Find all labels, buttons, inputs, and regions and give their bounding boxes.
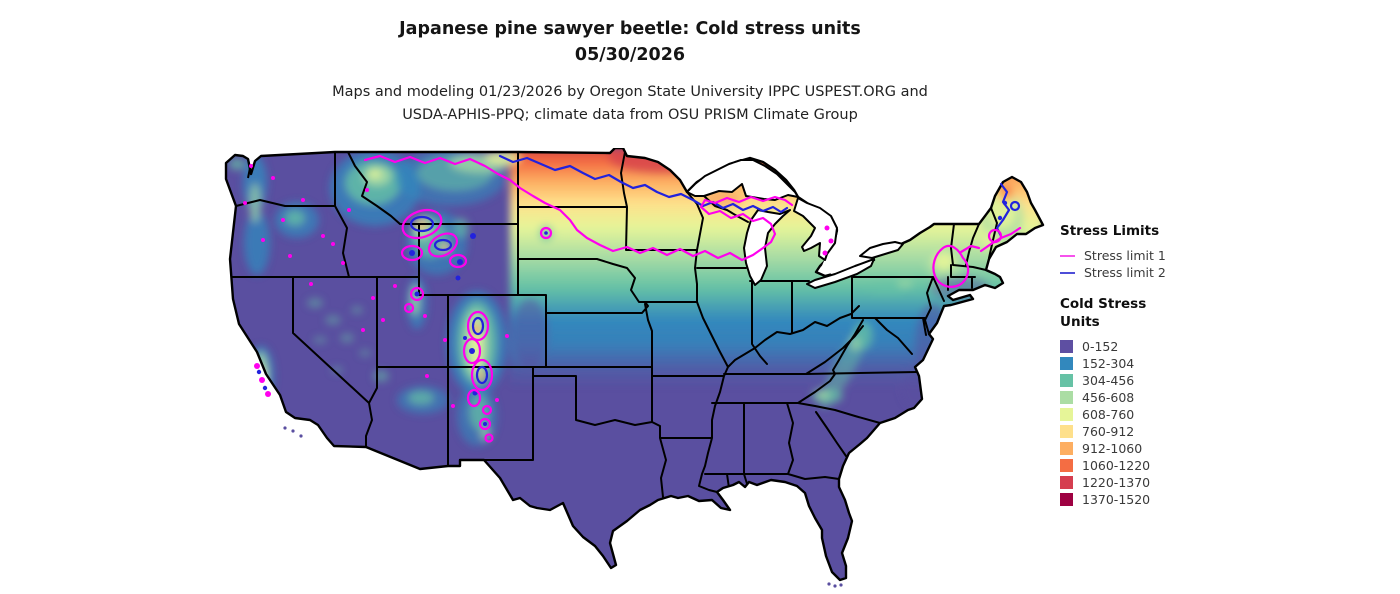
cold-stress-units-heading-line-2: Units [1060, 314, 1100, 330]
stress-limit-2-label: Stress limit 2 [1084, 265, 1166, 280]
legend: Stress Limits Stress limit 1 Stress limi… [1060, 222, 1240, 508]
islands [283, 426, 843, 588]
class-label-0: 0-152 [1082, 339, 1119, 354]
legend-class-row: 456-608 [1060, 389, 1240, 406]
class-label-2: 304-456 [1082, 373, 1135, 388]
canada-mask [821, 203, 887, 276]
stress-limits-rows: Stress limit 1 Stress limit 2 [1060, 247, 1240, 281]
class-label-9: 1370-1520 [1082, 492, 1151, 507]
legend-class-row: 760-912 [1060, 423, 1240, 440]
cold-stress-units-heading-line-1: Cold Stress [1060, 296, 1147, 312]
page-title: Japanese pine sawyer beetle: Cold stress… [215, 16, 1045, 68]
legend-class-row: 304-456 [1060, 372, 1240, 389]
legend-item-stress-limit-2: Stress limit 2 [1060, 264, 1240, 281]
class-swatch-1 [1060, 357, 1073, 370]
class-label-6: 912-1060 [1082, 441, 1143, 456]
class-label-4: 608-760 [1082, 407, 1135, 422]
stress-limit-1-contours [363, 154, 1022, 443]
class-label-7: 1060-1220 [1082, 458, 1151, 473]
class-label-3: 456-608 [1082, 390, 1135, 405]
stress-limit-1-label: Stress limit 1 [1084, 248, 1166, 263]
puget-sound [247, 158, 252, 179]
cold-stress-units-heading: Cold Stress Units [1060, 295, 1152, 331]
subtitle-line-2: USDA-APHIS-PPQ; climate data from OSU PR… [402, 107, 858, 123]
cold-stress-units-rows: 0-152 152-304 304-456 456-608 608-760 76… [1060, 338, 1240, 508]
stress-limit-1-line-swatch [1060, 254, 1075, 257]
stress-limit-1-dots [243, 164, 834, 408]
class-label-8: 1220-1370 [1082, 475, 1151, 490]
subtitle-line-1: Maps and modeling 01/23/2026 by Oregon S… [332, 84, 928, 100]
legend-class-row: 0-152 [1060, 338, 1240, 355]
class-swatch-3 [1060, 391, 1073, 404]
class-swatch-7 [1060, 459, 1073, 472]
title-line-2: 05/30/2026 [574, 45, 686, 65]
stress-limits-heading: Stress Limits [1060, 223, 1160, 239]
stress-limit-2-dots [256, 200, 1008, 426]
great-lakes [686, 159, 904, 289]
lake-superior [686, 159, 799, 201]
class-swatch-4 [1060, 408, 1073, 421]
class-swatch-2 [1060, 374, 1073, 387]
lake-ontario [859, 241, 904, 259]
stress-limit-2-contours [409, 154, 1021, 385]
class-swatch-5 [1060, 425, 1073, 438]
class-swatch-8 [1060, 476, 1073, 489]
class-label-5: 760-912 [1082, 424, 1135, 439]
legend-class-row: 1060-1220 [1060, 457, 1240, 474]
legend-class-row: 152-304 [1060, 355, 1240, 372]
class-swatch-6 [1060, 442, 1073, 455]
stress-limit-2-line-swatch [1060, 271, 1075, 274]
legend-class-row: 1370-1520 [1060, 491, 1240, 508]
subtitle: Maps and modeling 01/23/2026 by Oregon S… [145, 81, 1115, 127]
state-borders [228, 151, 998, 498]
class-swatch-0 [1060, 340, 1073, 353]
legend-class-row: 912-1060 [1060, 440, 1240, 457]
title-line-1: Japanese pine sawyer beetle: Cold stress… [399, 19, 861, 39]
lake-erie [806, 258, 875, 289]
lake-huron [793, 197, 838, 261]
class-label-1: 152-304 [1082, 356, 1135, 371]
legend-item-stress-limit-1: Stress limit 1 [1060, 247, 1240, 264]
legend-class-row: 1220-1370 [1060, 474, 1240, 491]
us-cold-stress-map [224, 148, 1045, 588]
class-swatch-9 [1060, 493, 1073, 506]
legend-class-row: 608-760 [1060, 406, 1240, 423]
